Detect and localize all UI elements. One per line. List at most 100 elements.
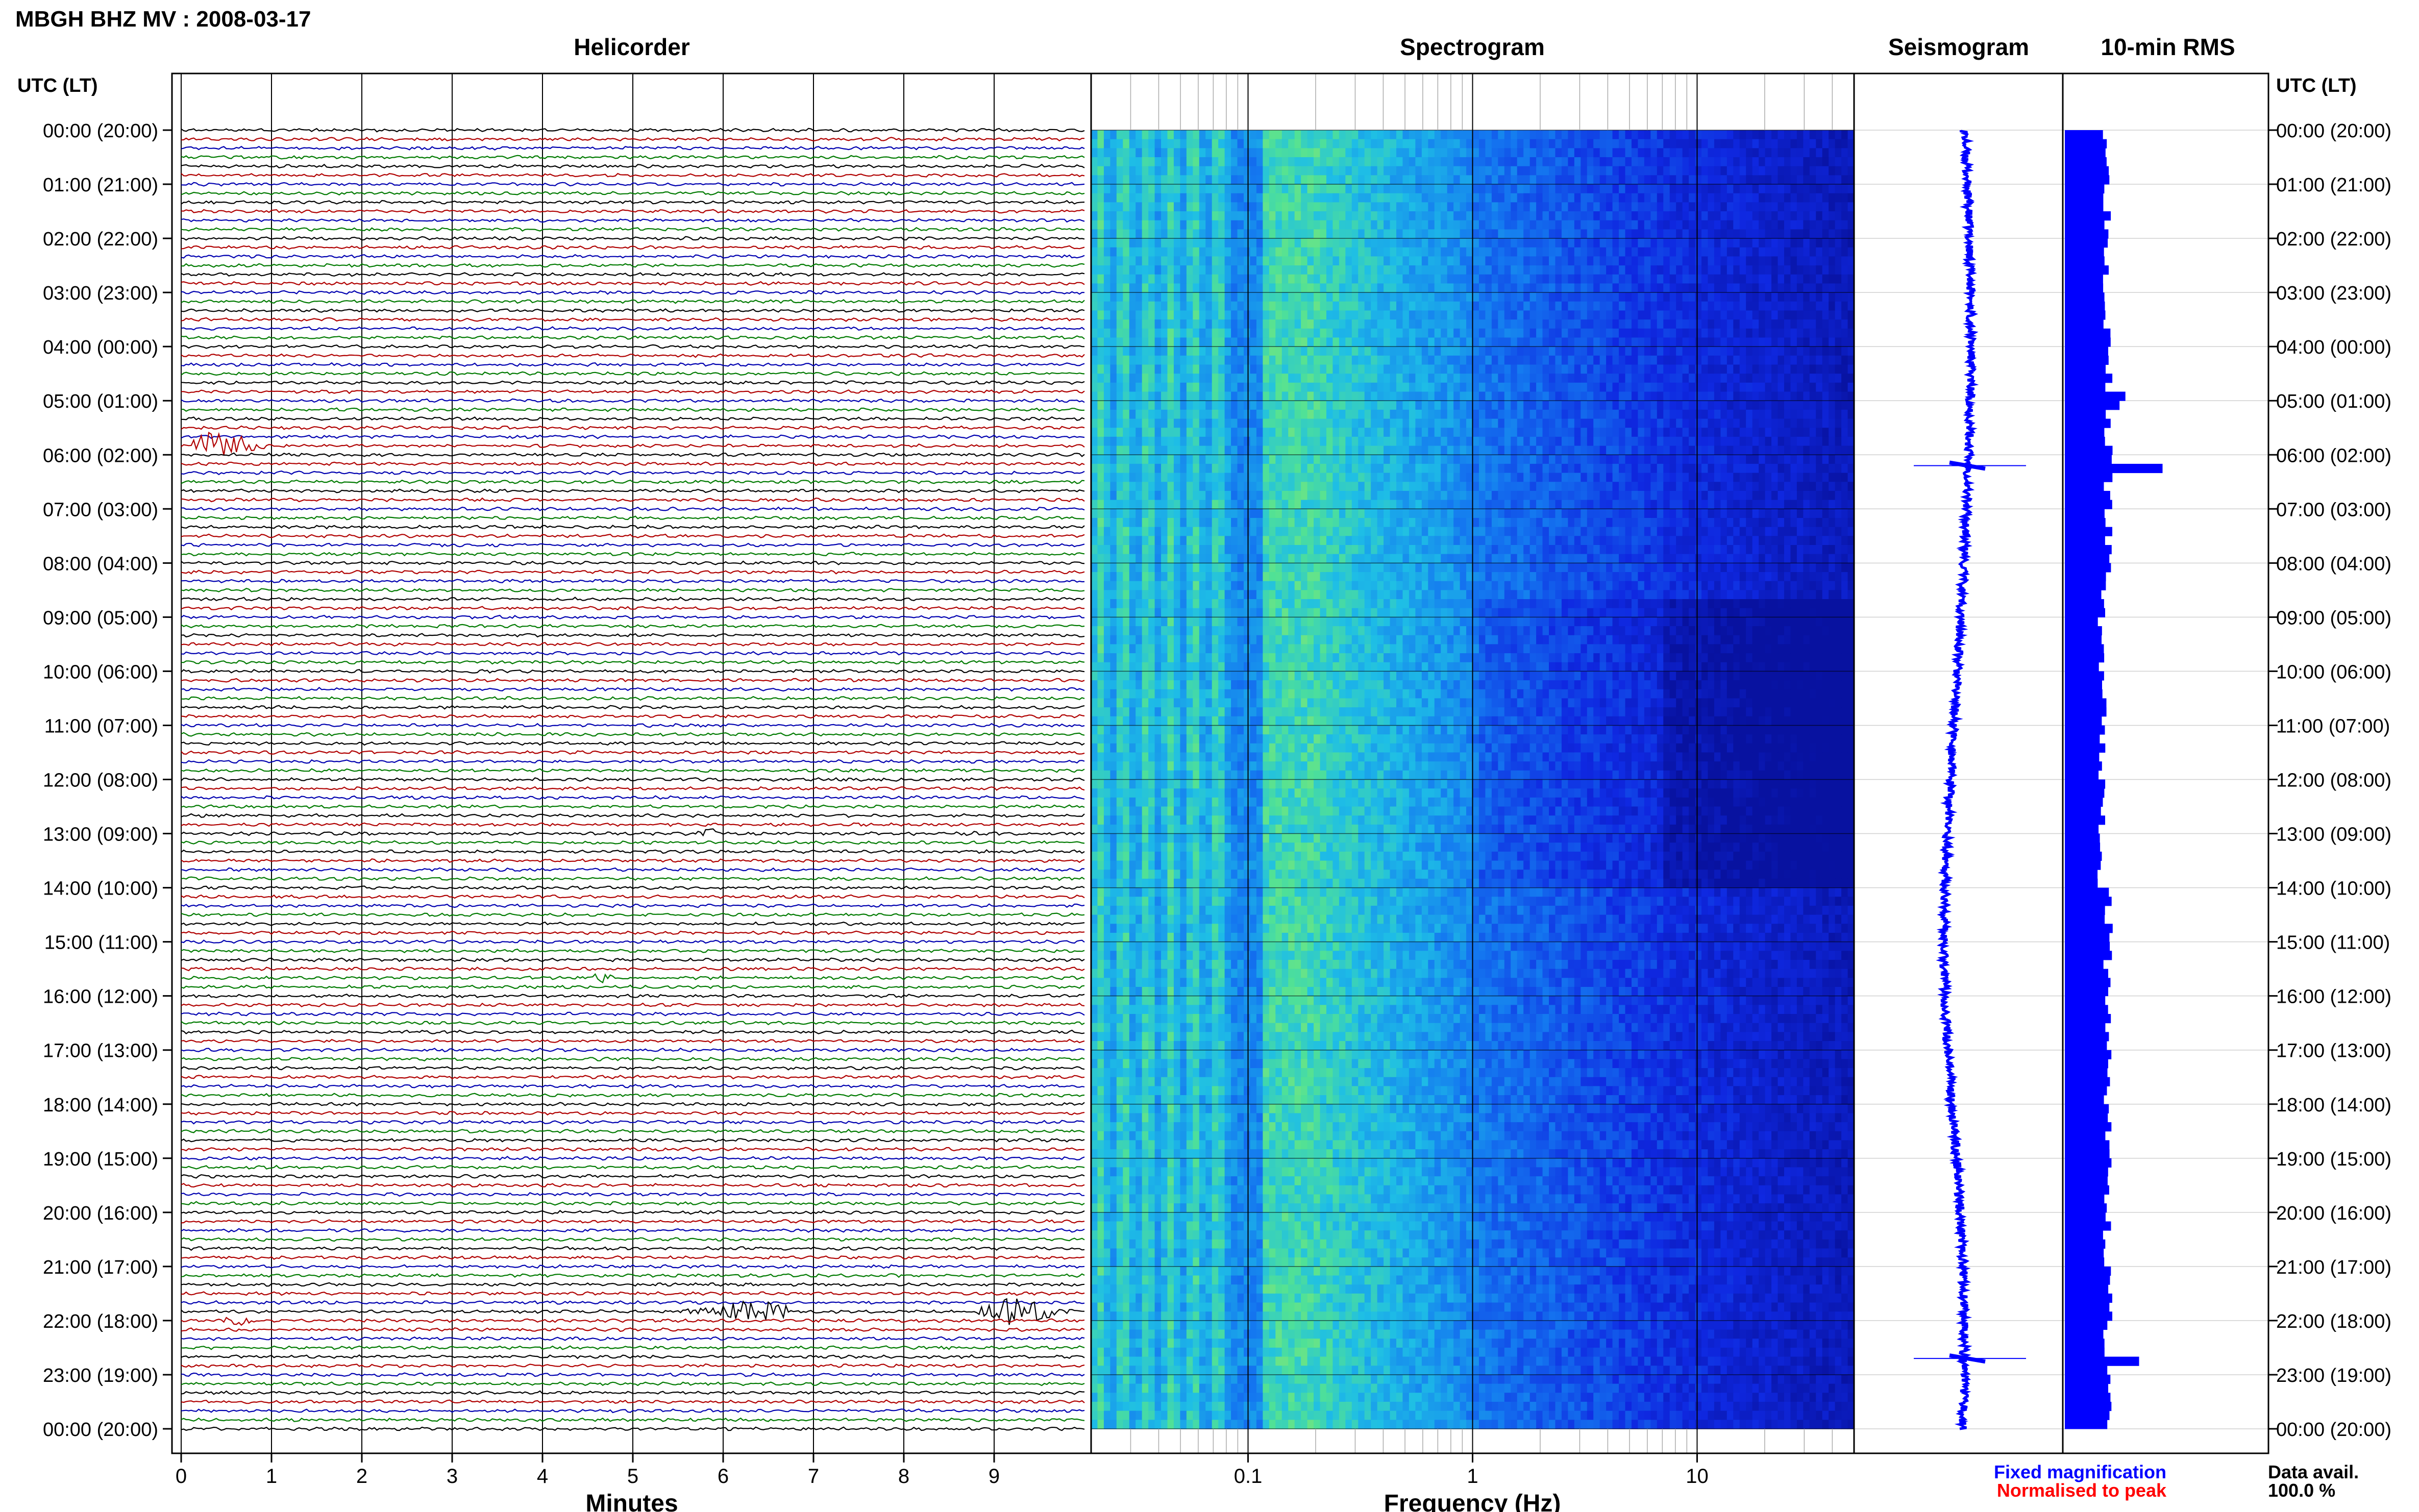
spectrogram-cell [1205, 401, 1213, 410]
spectrogram-cell [1116, 310, 1123, 320]
spectrogram-cell [1523, 202, 1531, 212]
spectrogram-cell [1606, 238, 1613, 248]
spectrogram-cell [1593, 148, 1600, 158]
spectrogram-cell [1498, 139, 1505, 148]
spectrogram-cell [1161, 463, 1168, 474]
spectrogram-cell [1746, 211, 1753, 221]
spectrogram-cell [1708, 283, 1715, 293]
spectrogram-cell [1377, 139, 1384, 148]
spectrogram-cell [1453, 166, 1461, 176]
spectrogram-cell [1771, 265, 1779, 275]
spectrogram-cell [1377, 247, 1384, 257]
spectrogram-cell [1835, 346, 1842, 356]
spectrogram-cell [1396, 409, 1403, 419]
spectrogram-cell [1148, 139, 1155, 148]
spectrogram-cell [1409, 500, 1416, 509]
spectrogram-cell [1428, 130, 1435, 140]
spectrogram-cell [1587, 175, 1594, 185]
spectrogram-cell [1790, 175, 1797, 185]
spectrogram-cell [1829, 265, 1836, 275]
spectrogram-cell [1555, 301, 1562, 311]
spectrogram-cell [1193, 473, 1200, 482]
spectrogram-cell [1682, 139, 1689, 148]
spectrogram-cell [1701, 220, 1709, 230]
spectrogram-cell [1186, 220, 1193, 230]
spectrogram-cell [1829, 256, 1836, 266]
spectrogram-cell [1765, 283, 1772, 293]
spectrogram-cell [1129, 130, 1136, 140]
spectrogram-cell [1759, 247, 1766, 257]
spectrogram-cell [1708, 274, 1715, 284]
spectrogram-cell [1231, 382, 1238, 392]
spectrogram-cell [1599, 193, 1607, 203]
spectrogram-cell [1561, 455, 1568, 464]
spectrogram-cell [1263, 157, 1270, 167]
spectrogram-cell [1301, 391, 1308, 401]
spectrogram-cell [1752, 256, 1759, 266]
spectrogram-cell [1434, 202, 1441, 212]
spectrogram-cell [1822, 328, 1829, 338]
spectrogram-cell [1167, 482, 1174, 491]
spectrogram-cell [1796, 319, 1804, 329]
spectrogram-cell [1173, 473, 1181, 482]
spectrogram-cell [1281, 157, 1289, 167]
spectrogram-cell [1263, 310, 1270, 320]
spectrogram-cell [1244, 391, 1251, 401]
spectrogram-cell [1485, 319, 1492, 329]
spectrogram-cell [1708, 310, 1715, 320]
spectrogram-cell [1447, 436, 1454, 447]
spectrogram-cell [1606, 283, 1613, 293]
spectrogram-cell [1841, 473, 1848, 482]
spectrogram-cell [1498, 193, 1505, 203]
spectrogram-cell [1129, 211, 1136, 221]
spectrogram-cell [1224, 428, 1231, 437]
spectrogram-cell [1256, 328, 1263, 338]
spectrogram-cell [1529, 265, 1537, 275]
spectrogram-cell [1123, 202, 1130, 212]
spectrogram-cell [1695, 382, 1702, 392]
spectrogram-cell [1371, 409, 1378, 419]
spectrogram-cell [1733, 409, 1740, 419]
spectrogram-cell [1447, 184, 1454, 194]
spectrogram-cell [1231, 409, 1238, 419]
spectrogram-cell [1771, 229, 1779, 239]
spectrogram-cell [1835, 428, 1842, 437]
spectrogram-cell [1504, 490, 1511, 501]
spectrogram-cell [1523, 310, 1531, 320]
spectrogram-cell [1523, 283, 1531, 293]
spectrogram-cell [1091, 238, 1098, 248]
spectrogram-cell [1708, 355, 1715, 365]
spectrogram-cell [1581, 319, 1588, 329]
spectrogram-cell [1154, 463, 1162, 474]
spectrogram-cell [1682, 247, 1689, 257]
spectrogram-cell [1708, 157, 1715, 167]
spectrogram-cell [1466, 202, 1473, 212]
spectrogram-cell [1218, 247, 1225, 257]
spectrogram-cell [1720, 310, 1727, 320]
spectrogram-cell [1625, 490, 1632, 501]
spectrogram-cell [1739, 490, 1746, 501]
spectrogram-cell [1829, 166, 1836, 176]
spectrogram-cell [1796, 337, 1804, 347]
spectrogram-cell [1650, 301, 1658, 311]
spectrogram-cell [1619, 401, 1626, 410]
spectrogram-cell [1377, 175, 1384, 185]
spectrogram-cell [1237, 310, 1244, 320]
spectrogram-cell [1415, 310, 1422, 320]
spectrogram-cell [1574, 445, 1581, 455]
spectrogram-cell [1816, 346, 1823, 356]
spectrogram-cell [1708, 211, 1715, 221]
spectrogram-cell [1466, 409, 1473, 419]
spectrogram-cell [1136, 391, 1143, 401]
spectrogram-cell [1536, 247, 1543, 257]
spectrogram-cell [1339, 391, 1346, 401]
spectrogram-cell [1186, 193, 1193, 203]
spectrogram-cell [1173, 202, 1181, 212]
spectrogram-cell [1320, 428, 1327, 437]
spectrogram-cell [1644, 292, 1651, 302]
spectrogram-cell [1739, 184, 1746, 194]
spectrogram-cell [1390, 202, 1397, 212]
spectrogram-cell [1441, 500, 1448, 509]
spectrogram-cell [1103, 238, 1110, 248]
spectrogram-cell [1771, 202, 1779, 212]
